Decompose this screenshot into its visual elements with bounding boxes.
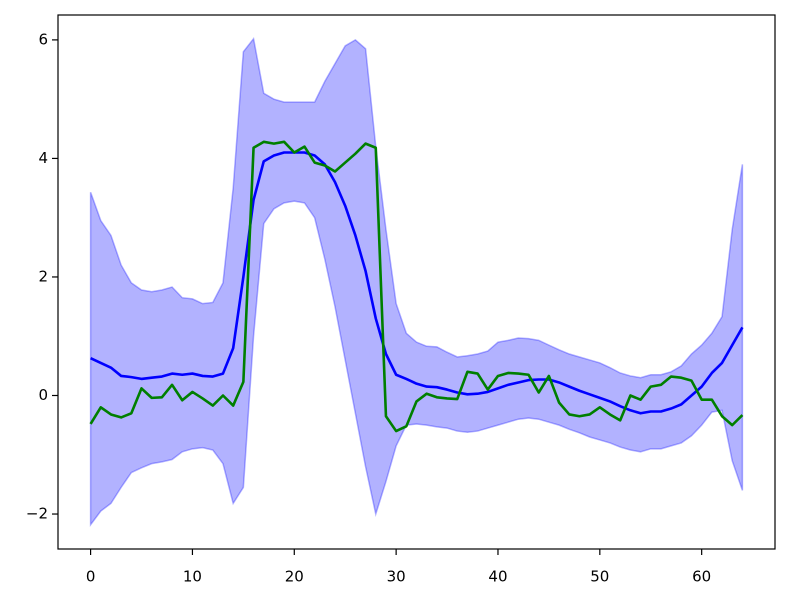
- y-tick-label: 4: [38, 149, 48, 167]
- x-tick-label: 60: [692, 568, 711, 586]
- x-tick-label: 30: [387, 568, 406, 586]
- confidence-band: [89, 36, 744, 527]
- x-tick-label: 0: [86, 568, 96, 586]
- y-tick-label: 6: [38, 30, 48, 48]
- line: [89, 140, 744, 433]
- x-tick-label: 10: [183, 568, 202, 586]
- plot-frame: [57, 14, 776, 550]
- x-tick-label: 20: [285, 568, 304, 586]
- line: [90, 151, 744, 415]
- y-tick-label: 2: [38, 267, 48, 285]
- y-tick-label: 0: [38, 386, 48, 404]
- y-tick-label: −2: [26, 505, 48, 523]
- x-tick-label: 40: [488, 568, 507, 586]
- x-tick-label: 50: [590, 568, 609, 586]
